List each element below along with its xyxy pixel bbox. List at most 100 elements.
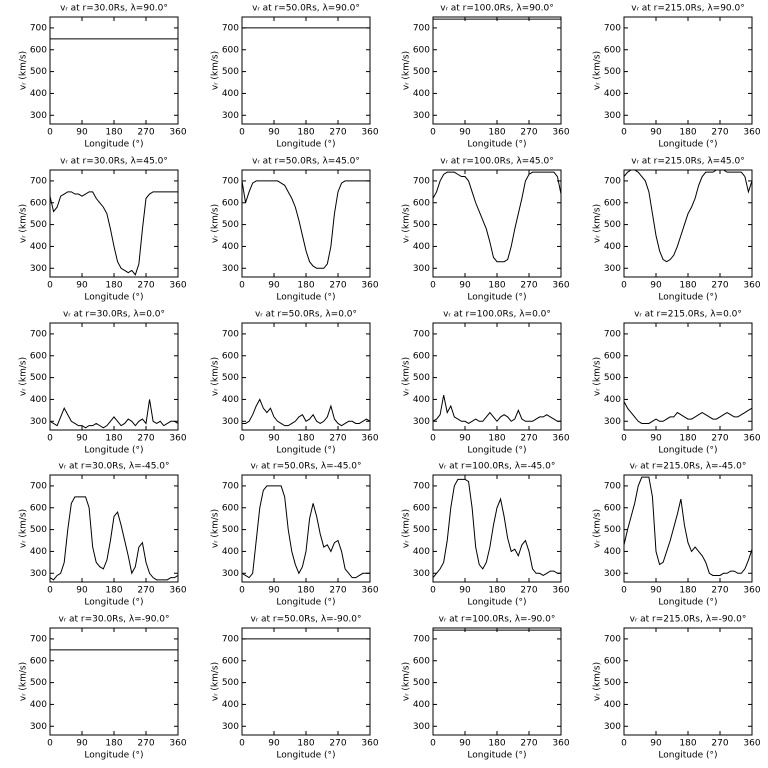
y-tick-label: 600 <box>30 503 47 513</box>
panel-title: vᵣ at r=50.0Rs, λ=0.0° <box>255 310 357 320</box>
x-tick-label: 180 <box>297 281 314 291</box>
y-tick-label: 400 <box>604 89 621 99</box>
x-axis-label: Longitude (°) <box>467 140 526 150</box>
x-tick-label: 270 <box>520 586 537 596</box>
panel: vᵣ at r=215.0Rs, λ=-90.0° Longitude (°) vᵣ… <box>593 615 761 761</box>
x-tick-label: 180 <box>297 128 314 138</box>
y-tick-label: 300 <box>413 722 430 732</box>
x-tick-label: 90 <box>459 128 471 138</box>
x-tick-label: 90 <box>650 739 662 749</box>
y-tick-label: 400 <box>413 547 430 557</box>
panel: vᵣ at r=100.0Rs, λ=0.0° Longitude (°) vᵣ (… <box>402 310 570 456</box>
x-tick-label: 180 <box>105 739 122 749</box>
y-axis-label: vᵣ (km/s) <box>211 509 221 548</box>
y-tick-label: 300 <box>30 417 47 427</box>
x-tick-label: 0 <box>239 281 245 291</box>
y-axis-label: vᵣ (km/s) <box>211 357 221 396</box>
x-tick-label: 180 <box>105 281 122 291</box>
y-tick-label: 300 <box>604 569 621 579</box>
x-axis-label: Longitude (°) <box>467 598 526 608</box>
y-tick-label: 400 <box>30 395 47 405</box>
x-tick-label: 90 <box>268 739 280 749</box>
panel-title: vᵣ at r=50.0Rs, λ=45.0° <box>252 157 360 167</box>
panel-title: vᵣ at r=215.0Rs, λ=-45.0° <box>630 462 747 472</box>
y-tick-label: 500 <box>30 67 47 77</box>
y-tick-label: 500 <box>413 525 430 535</box>
panel: vᵣ at r=215.0Rs, λ=-45.0° Longitude (°) vᵣ… <box>593 462 761 608</box>
panel-title: vᵣ at r=30.0Rs, λ=90.0° <box>60 4 168 14</box>
x-tick-label: 90 <box>459 586 471 596</box>
x-tick-label: 90 <box>459 434 471 444</box>
panel: vᵣ at r=30.0Rs, λ=-90.0° Longitude (°) vᵣ … <box>19 615 187 761</box>
panel-title: vᵣ at r=100.0Rs, λ=0.0° <box>443 310 551 320</box>
y-tick-label: 400 <box>604 700 621 710</box>
y-axis-label: vᵣ (km/s) <box>402 509 412 548</box>
y-tick-label: 700 <box>30 481 47 491</box>
x-tick-label: 0 <box>430 434 436 444</box>
y-tick-label: 500 <box>30 220 47 230</box>
x-axis-label: Longitude (°) <box>276 293 335 303</box>
y-tick-label: 700 <box>222 329 239 339</box>
x-tick-label: 90 <box>76 434 88 444</box>
y-tick-label: 500 <box>30 373 47 383</box>
plot-frame <box>623 16 753 125</box>
y-tick-label: 500 <box>604 67 621 77</box>
x-tick-label: 270 <box>711 128 728 138</box>
y-tick-label: 300 <box>413 569 430 579</box>
data-line <box>624 401 752 424</box>
y-tick-label: 400 <box>222 547 239 557</box>
data-line <box>242 180 370 269</box>
y-tick-label: 300 <box>604 722 621 732</box>
x-tick-label: 90 <box>268 434 280 444</box>
plot-frame <box>432 169 562 278</box>
x-axis-label: Longitude (°) <box>658 293 717 303</box>
y-axis-label: vᵣ (km/s) <box>593 204 603 243</box>
plot-frame <box>623 169 753 278</box>
y-tick-label: 700 <box>30 329 47 339</box>
panel: vᵣ at r=50.0Rs, λ=90.0° Longitude (°) vᵣ (… <box>211 4 379 150</box>
panel: vᵣ at r=100.0Rs, λ=-45.0° Longitude (°) vᵣ… <box>402 462 570 608</box>
panel-title: vᵣ at r=30.0Rs, λ=45.0° <box>60 157 168 167</box>
plot-frame <box>49 322 179 431</box>
x-axis-label: Longitude (°) <box>658 598 717 608</box>
y-tick-label: 700 <box>413 329 430 339</box>
x-tick-label: 360 <box>361 586 378 596</box>
x-tick-label: 90 <box>650 281 662 291</box>
y-tick-label: 700 <box>604 481 621 491</box>
x-tick-label: 180 <box>679 434 696 444</box>
x-tick-label: 180 <box>488 128 505 138</box>
y-tick-label: 300 <box>604 264 621 274</box>
x-tick-label: 180 <box>297 739 314 749</box>
y-tick-label: 700 <box>604 23 621 33</box>
x-tick-label: 90 <box>268 586 280 596</box>
y-tick-label: 700 <box>222 23 239 33</box>
panel-title: vᵣ at r=215.0Rs, λ=-90.0° <box>630 615 747 625</box>
panel: vᵣ at r=100.0Rs, λ=-90.0° Longitude (°) vᵣ… <box>402 615 570 761</box>
x-tick-label: 90 <box>76 739 88 749</box>
x-axis-label: Longitude (°) <box>84 140 143 150</box>
x-axis-label: Longitude (°) <box>276 751 335 761</box>
x-tick-label: 270 <box>329 128 346 138</box>
plot-frame <box>49 16 179 125</box>
x-tick-label: 0 <box>239 128 245 138</box>
x-tick-label: 90 <box>268 281 280 291</box>
y-tick-label: 500 <box>222 67 239 77</box>
x-tick-label: 270 <box>329 434 346 444</box>
y-tick-label: 400 <box>222 242 239 252</box>
x-tick-label: 0 <box>47 434 53 444</box>
y-axis-label: vᵣ (km/s) <box>402 204 412 243</box>
y-tick-label: 600 <box>30 45 47 55</box>
plot-frame <box>49 169 179 278</box>
x-tick-label: 360 <box>552 434 569 444</box>
y-tick-label: 600 <box>413 351 430 361</box>
y-tick-label: 500 <box>222 525 239 535</box>
y-tick-label: 500 <box>222 678 239 688</box>
x-tick-label: 0 <box>621 281 627 291</box>
y-tick-label: 600 <box>604 656 621 666</box>
y-tick-label: 600 <box>413 656 430 666</box>
y-axis-label: vᵣ (km/s) <box>593 357 603 396</box>
x-tick-label: 360 <box>743 128 760 138</box>
y-tick-label: 300 <box>413 417 430 427</box>
x-tick-label: 270 <box>329 739 346 749</box>
